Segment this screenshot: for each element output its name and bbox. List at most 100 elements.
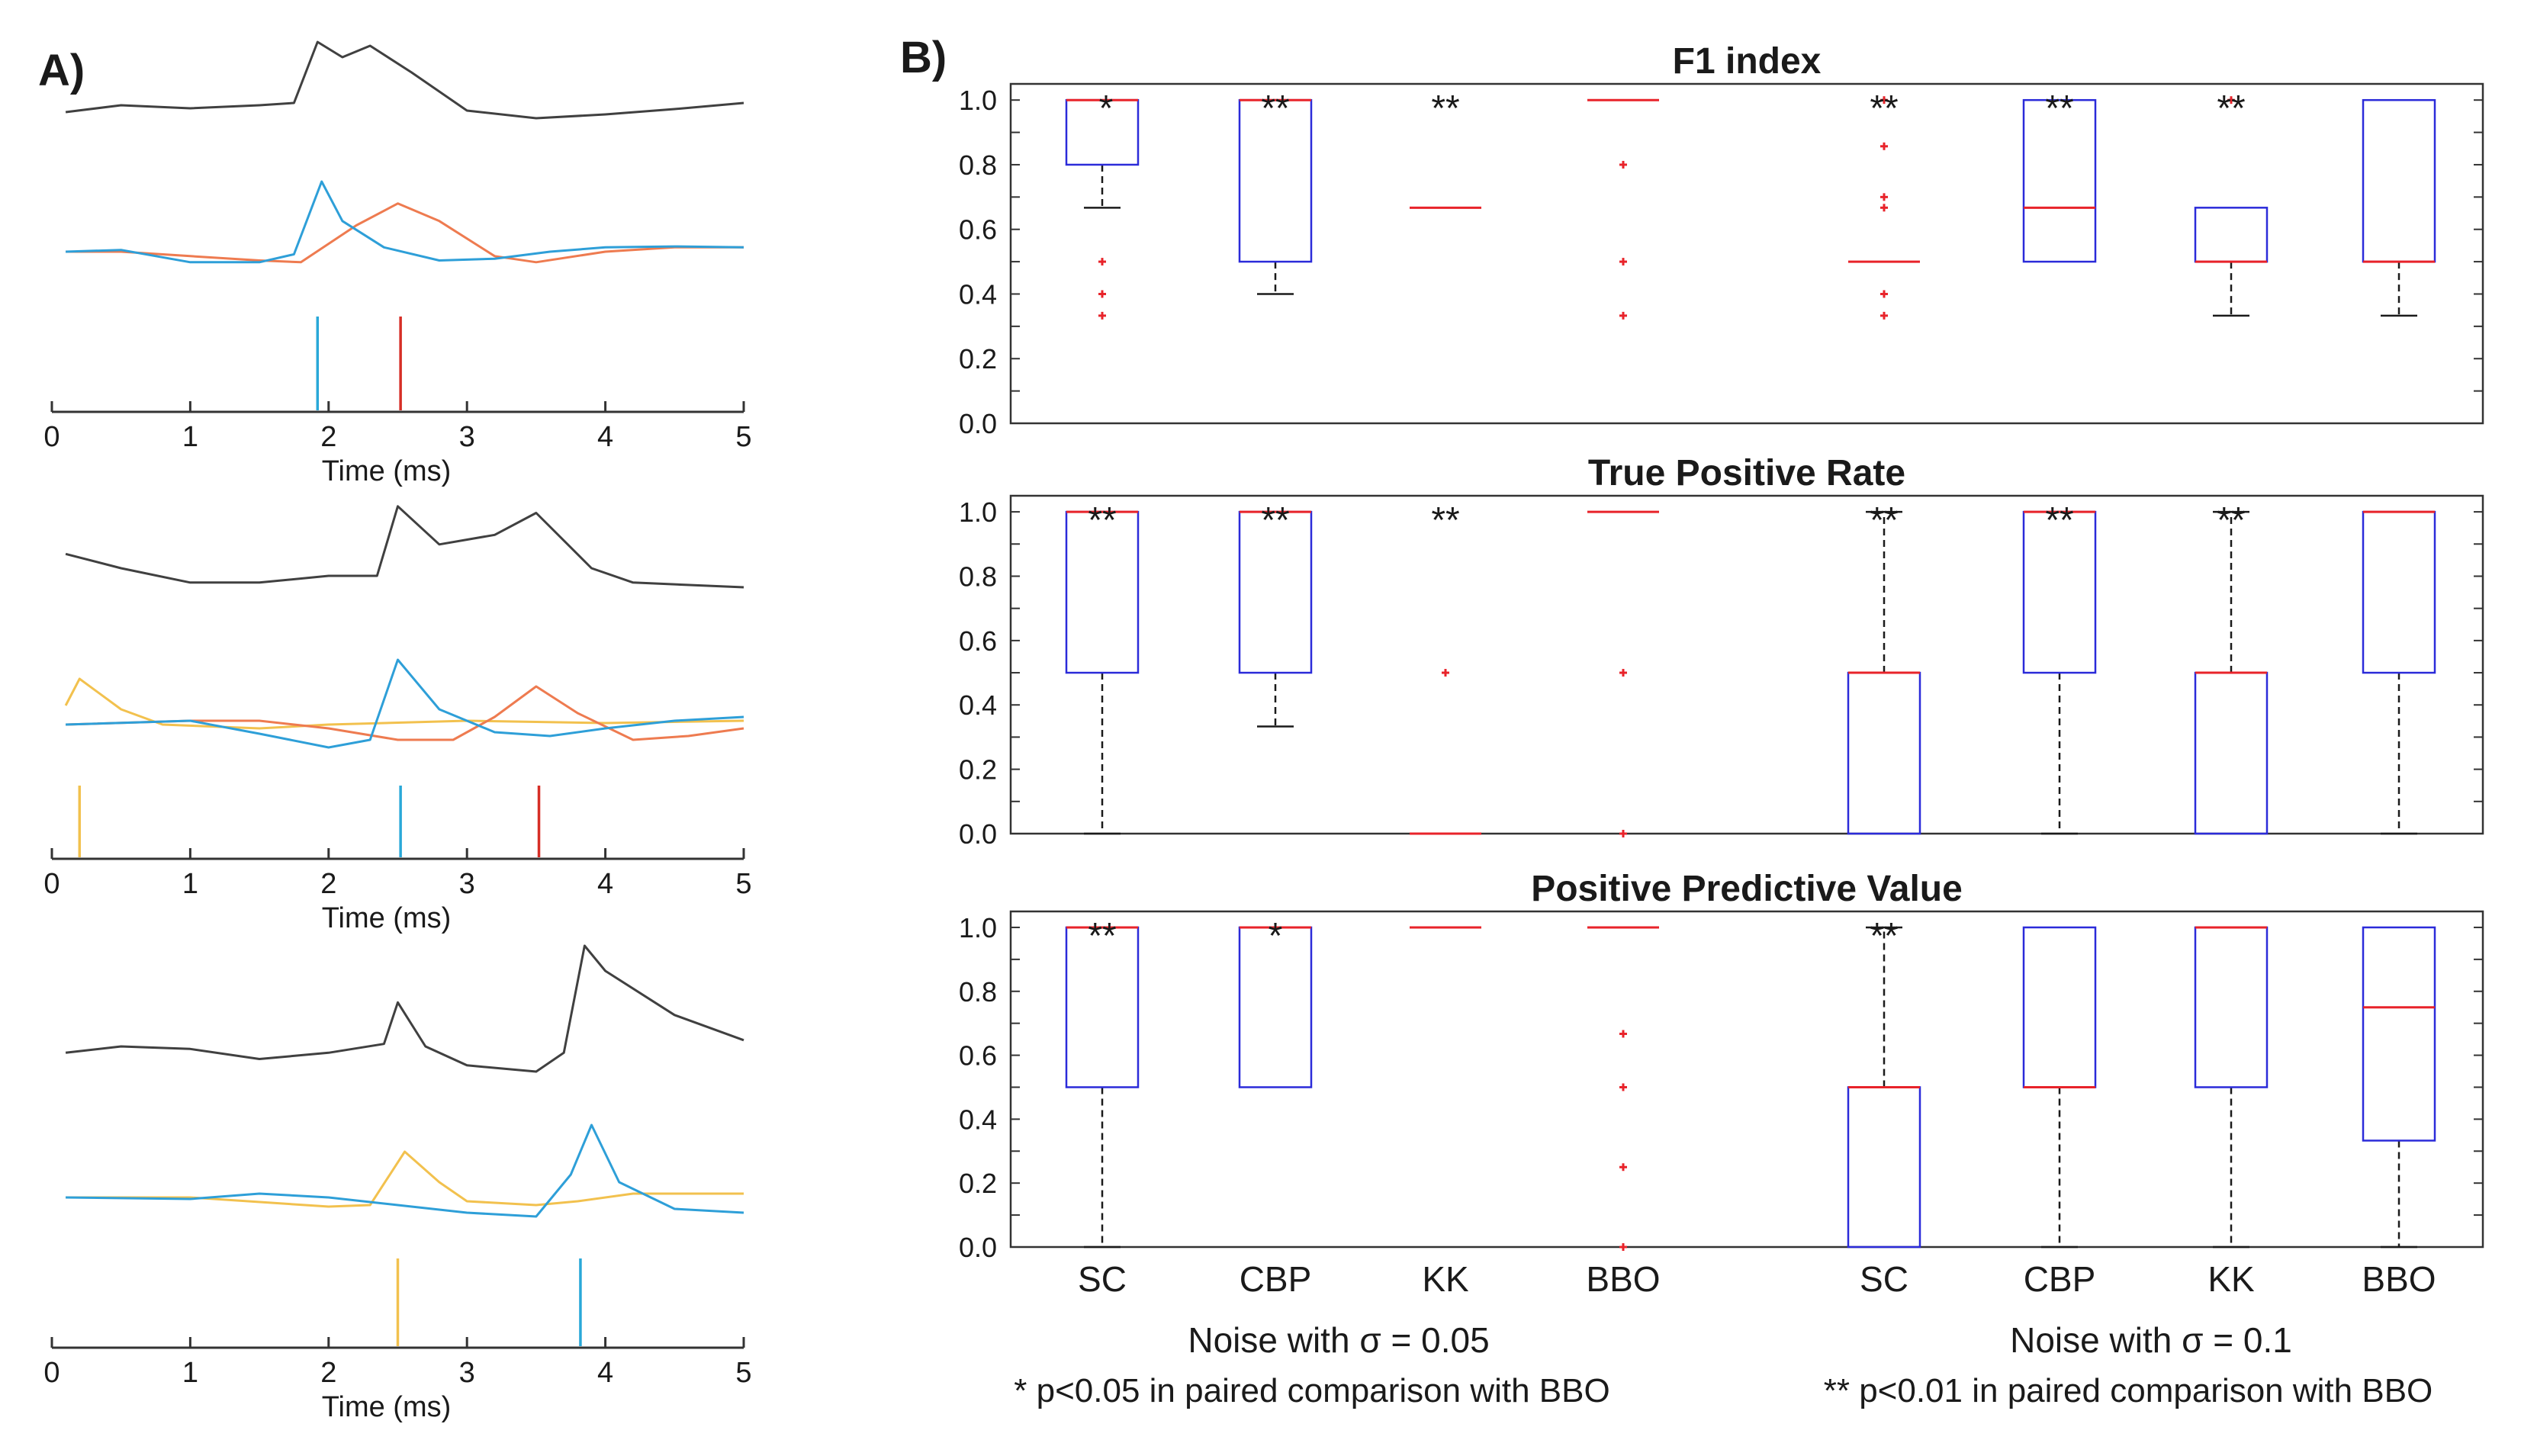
x-axis-label: Time (ms) <box>322 902 452 934</box>
x-tick-label: 1 <box>182 1357 198 1389</box>
y-tick-label: 0.4 <box>959 1104 997 1135</box>
significance-marker: * <box>1269 916 1283 956</box>
y-tick-label: 0.2 <box>959 754 997 786</box>
significance-marker: ** <box>1088 916 1116 956</box>
x-tick-label: 0 <box>43 868 59 900</box>
box-kk-low-noise: ** <box>1410 88 1481 209</box>
y-tick-label: 1.0 <box>959 497 997 528</box>
waveform-black-trace-2 <box>65 505 744 589</box>
plot-title: Positive Predictive Value <box>1531 869 1963 909</box>
filter-orange-trace-1 <box>66 202 744 264</box>
significance-marker: ** <box>1431 88 1459 129</box>
x-tick-label: 3 <box>459 868 475 900</box>
y-tick-label: 0.0 <box>959 818 997 850</box>
box-kk-high-noise: ** <box>2194 88 2269 317</box>
y-tick-label: 0.0 <box>959 1232 997 1263</box>
y-tick-label: 0.2 <box>959 343 997 374</box>
x-tick-label: 3 <box>459 421 475 453</box>
filter-orange-trace-2 <box>66 685 744 741</box>
significance-marker: ** <box>1261 500 1289 541</box>
y-tick-label: 0.4 <box>959 278 997 310</box>
x-tick-label: 0 <box>43 1357 59 1389</box>
box-cbp-high-noise: ** <box>2022 500 2097 835</box>
box-sc-low-noise: ** <box>1065 500 1140 835</box>
box-bbo-high-noise <box>2362 926 2436 1249</box>
category-label-bbo: BBO <box>1586 1259 1660 1299</box>
significance-marker: * <box>1099 88 1114 129</box>
plot-title: F1 index <box>1673 41 1822 82</box>
iqr-box <box>2362 926 2436 1142</box>
box-kk-low-noise: ** <box>1410 500 1481 835</box>
box-bbo-high-noise <box>2362 98 2436 317</box>
plot-frame <box>1009 910 2484 1249</box>
x-axis-label: Time (ms) <box>322 455 452 487</box>
x-tick-label: 4 <box>597 868 613 900</box>
filter-yellow-trace-3 <box>66 1150 744 1208</box>
box-cbp-low-noise: ** <box>1238 88 1313 295</box>
category-label-kk: KK <box>1422 1259 1469 1299</box>
box-bbo-low-noise <box>1587 926 1659 1251</box>
waveform-black-trace-3 <box>65 944 744 1073</box>
y-tick-label: 0.2 <box>959 1168 997 1199</box>
filter-blue-trace-1 <box>66 180 744 264</box>
panel-a-label: A) <box>38 46 85 95</box>
x-tick-label: 1 <box>182 868 198 900</box>
significance-marker: ** <box>2217 88 2245 129</box>
box-bbo-low-noise <box>1587 98 1659 320</box>
significance-marker: ** <box>1870 88 1898 129</box>
trace-subplot-3: 0 1 2 3 4 5 Time (ms) <box>43 944 752 1423</box>
box-cbp-high-noise: ** <box>2022 88 2097 263</box>
boxplot-3: Positive Predictive Value 0.0 0.2 0.4 0.6 0.8… <box>959 869 2484 1360</box>
box-kk-high-noise <box>2194 926 2269 1249</box>
group-label-low-noise: Noise with σ = 0.05 <box>1188 1320 1489 1360</box>
iqr-box <box>2194 671 2269 835</box>
x-tick-label: 4 <box>597 421 613 453</box>
trace-subplot-2: 0 1 2 3 4 5 Time (ms) <box>43 505 752 934</box>
significance-marker: ** <box>2045 500 2073 541</box>
box-kk-high-noise: ** <box>2194 500 2269 835</box>
boxplot-2: True Positive Rate 0.0 0.2 0.4 0.6 0.8 1.0 ** **… <box>959 453 2484 850</box>
y-tick-label: 0.8 <box>959 561 997 592</box>
y-tick-label: 1.0 <box>959 85 997 116</box>
x-tick-label: 2 <box>320 421 336 453</box>
box-cbp-low-noise: ** <box>1238 500 1313 728</box>
box-cbp-low-noise: * <box>1238 916 1313 1088</box>
y-tick-label: 0.6 <box>959 1040 997 1072</box>
iqr-box <box>1847 671 1921 835</box>
significance-marker: ** <box>1261 88 1289 129</box>
x-axis-label: Time (ms) <box>322 1391 452 1423</box>
x-tick-label: 2 <box>320 868 336 900</box>
box-sc-low-noise: ** <box>1065 916 1140 1249</box>
significance-marker: ** <box>2045 88 2073 129</box>
group-label-high-noise: Noise with σ = 0.1 <box>2010 1320 2292 1360</box>
x-tick-label: 2 <box>320 1357 336 1389</box>
category-label-cbp: CBP <box>1240 1259 1312 1299</box>
footnote-double-star: ** p<0.01 in paired comparison with BBO <box>1824 1372 2433 1409</box>
y-tick-label: 0.6 <box>959 214 997 246</box>
filter-yellow-trace-2 <box>64 677 744 730</box>
waveform-black-trace-1 <box>65 40 744 120</box>
category-label-bbo: BBO <box>2362 1259 2436 1299</box>
plot-title: True Positive Rate <box>1588 453 1905 493</box>
y-tick-label: 0.6 <box>959 625 997 657</box>
x-tick-label: 5 <box>735 421 751 453</box>
trace-subplot-1: 0 1 2 3 4 5 Time (ms) <box>43 40 752 487</box>
significance-marker: ** <box>1431 500 1459 541</box>
box-sc-high-noise: ** <box>1848 88 1920 320</box>
iqr-box <box>2022 926 2097 1088</box>
iqr-box <box>2362 98 2436 263</box>
box-cbp-high-noise <box>2022 926 2097 1249</box>
significance-marker: ** <box>1088 500 1116 541</box>
box-sc-high-noise: ** <box>1847 500 1921 835</box>
significance-marker: ** <box>1870 500 1898 541</box>
x-tick-label: 5 <box>735 868 751 900</box>
x-tick-label: 0 <box>43 421 59 453</box>
iqr-box <box>1847 1086 1921 1249</box>
category-label-sc: SC <box>1078 1259 1127 1299</box>
iqr-box <box>2362 510 2436 674</box>
y-tick-label: 0.0 <box>959 408 997 439</box>
category-label-cbp: CBP <box>2024 1259 2096 1299</box>
